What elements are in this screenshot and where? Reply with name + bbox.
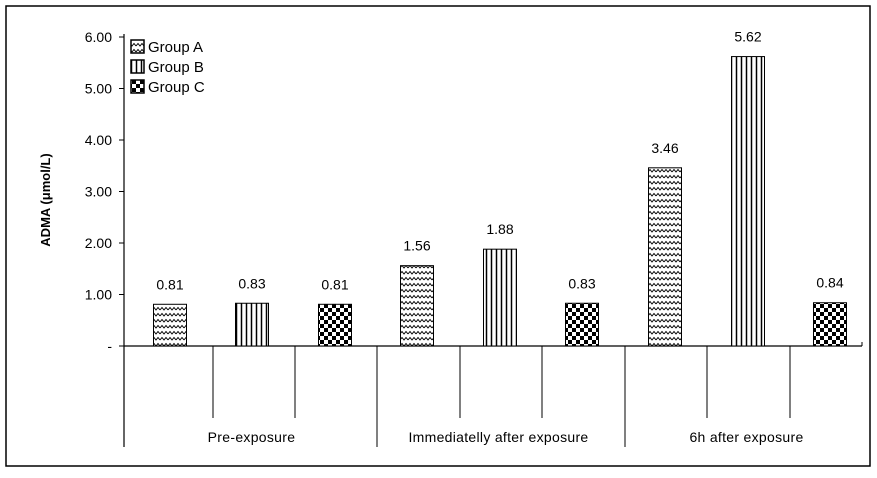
data-label: 0.81 bbox=[321, 276, 348, 292]
y-axis-title: ADMA (μmol/L) bbox=[38, 153, 53, 246]
legend-label: Group A bbox=[148, 39, 203, 56]
data-label: 3.46 bbox=[651, 140, 678, 156]
y-tick-label: - bbox=[107, 338, 112, 354]
legend-swatch-group-b bbox=[130, 59, 145, 74]
y-tick-label: 1.00 bbox=[85, 287, 112, 303]
y-tick-label: 4.00 bbox=[85, 132, 112, 148]
data-label: 0.83 bbox=[238, 275, 265, 291]
bar-group-a-2 bbox=[400, 265, 434, 347]
bar-group-b-2 bbox=[483, 248, 517, 347]
legend-swatch-group-c bbox=[130, 79, 145, 94]
legend-swatch-group-a bbox=[130, 39, 145, 54]
bar-group-c-1 bbox=[318, 303, 352, 347]
bar-group-c-3 bbox=[813, 302, 847, 347]
legend-label: Group B bbox=[148, 59, 204, 76]
bar-group-b-3 bbox=[731, 56, 765, 347]
bar-group-c-2 bbox=[565, 302, 599, 347]
bar-group-a-3 bbox=[648, 167, 682, 347]
data-label: 0.81 bbox=[156, 276, 183, 292]
x-category-label: Immediatelly after exposure bbox=[408, 429, 588, 445]
data-label: 0.83 bbox=[568, 275, 595, 291]
y-tick-label: 3.00 bbox=[85, 184, 112, 200]
legend: Group A Group B Group C bbox=[130, 39, 205, 96]
chart-border bbox=[5, 5, 871, 467]
y-tick-label: 2.00 bbox=[85, 235, 112, 251]
x-category-label: 6h after exposure bbox=[689, 429, 803, 445]
data-label: 0.84 bbox=[816, 275, 843, 291]
bars bbox=[153, 56, 847, 347]
data-label: 1.56 bbox=[403, 238, 430, 254]
value-labels: 0.81 1.56 3.46 0.83 1.88 5.62 0.81 0.83 0.84 bbox=[156, 29, 843, 293]
bar-group-b-1 bbox=[235, 302, 269, 347]
y-tick-label: 5.00 bbox=[85, 81, 112, 97]
y-tick-label: 6.00 bbox=[85, 29, 112, 45]
x-category-label: Pre-exposure bbox=[208, 429, 296, 445]
group-labels: Pre-exposure Immediatelly after exposure 6… bbox=[208, 429, 804, 445]
bar-group-a-1 bbox=[153, 303, 187, 347]
data-label: 1.88 bbox=[486, 221, 513, 237]
data-label: 5.62 bbox=[734, 29, 761, 45]
legend-label: Group C bbox=[148, 79, 205, 96]
y-axis: - 1.00 2.00 3.00 4.00 5.00 6.00 bbox=[85, 29, 125, 447]
